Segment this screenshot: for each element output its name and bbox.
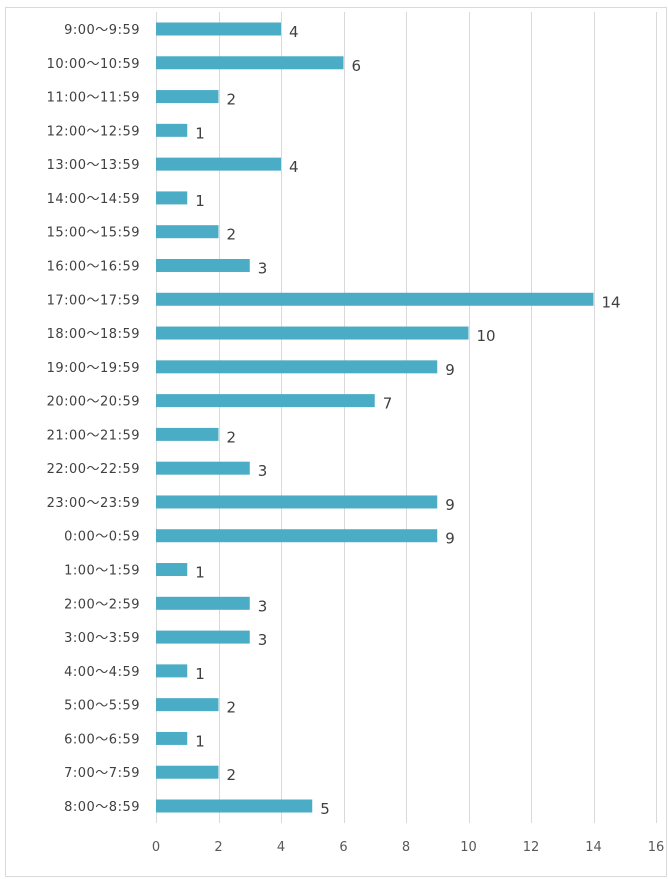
x-tick-label: 10 xyxy=(460,840,477,855)
x-tick-label: 0 xyxy=(152,840,160,855)
data-label: 7 xyxy=(383,395,393,413)
category-label: 16:00〜16:59 xyxy=(47,259,140,274)
bar xyxy=(156,596,250,610)
category-label: 20:00〜20:59 xyxy=(47,395,140,410)
bar xyxy=(156,799,313,813)
category-label: 18:00〜18:59 xyxy=(47,327,140,342)
x-tick-label: 4 xyxy=(277,840,285,855)
bar xyxy=(156,292,594,306)
data-label: 1 xyxy=(195,192,205,210)
data-label: 3 xyxy=(258,462,268,480)
data-label: 5 xyxy=(320,800,330,818)
category-label: 10:00〜10:59 xyxy=(47,57,140,72)
bar xyxy=(156,731,188,745)
data-label: 10 xyxy=(477,327,496,345)
data-label: 4 xyxy=(289,23,299,41)
data-label: 3 xyxy=(258,631,268,649)
x-tick-label: 8 xyxy=(402,840,410,855)
bar xyxy=(156,630,250,644)
data-label: 1 xyxy=(195,665,205,683)
chart-frame xyxy=(5,7,667,877)
data-label: 2 xyxy=(227,766,237,784)
category-label: 11:00〜11:59 xyxy=(47,91,140,106)
data-label: 1 xyxy=(195,124,205,142)
bar xyxy=(156,394,375,408)
x-tick-label: 12 xyxy=(523,840,540,855)
data-label: 1 xyxy=(195,732,205,750)
category-label: 8:00〜8:59 xyxy=(64,800,140,815)
category-label: 12:00〜12:59 xyxy=(47,124,140,139)
category-label: 23:00〜23:59 xyxy=(47,496,140,511)
data-label: 2 xyxy=(227,428,237,446)
data-label: 9 xyxy=(445,361,455,379)
bar xyxy=(156,698,219,712)
bar xyxy=(156,123,188,137)
data-label: 2 xyxy=(227,699,237,717)
data-label: 4 xyxy=(289,158,299,176)
category-label: 4:00〜4:59 xyxy=(64,665,140,680)
bars xyxy=(156,22,594,813)
bar xyxy=(156,225,219,239)
x-axis-ticks: 0 2 4 6 8 10 12 14 16 xyxy=(152,840,664,855)
x-tick-label: 14 xyxy=(585,840,602,855)
data-label: 9 xyxy=(445,530,455,548)
data-label: 3 xyxy=(258,259,268,277)
data-label: 2 xyxy=(227,226,237,244)
bar xyxy=(156,495,438,509)
bar xyxy=(156,22,281,36)
bar xyxy=(156,157,281,171)
bar xyxy=(156,529,438,543)
category-label: 6:00〜6:59 xyxy=(64,732,140,747)
data-label: 2 xyxy=(227,91,237,109)
category-label: 15:00〜15:59 xyxy=(47,226,140,241)
gridlines xyxy=(156,12,657,823)
x-tick-label: 2 xyxy=(214,840,222,855)
data-label: 6 xyxy=(352,57,362,75)
bar xyxy=(156,326,469,340)
category-label: 5:00〜5:59 xyxy=(64,699,140,714)
category-label: 0:00〜0:59 xyxy=(64,530,140,545)
category-label: 14:00〜14:59 xyxy=(47,192,140,207)
bar xyxy=(156,90,219,104)
bar xyxy=(156,427,219,441)
data-label: 9 xyxy=(445,496,455,514)
category-labels: 9:00〜9:59 10:00〜10:59 11:00〜11:59 12:00〜12:… xyxy=(47,23,140,815)
bar xyxy=(156,360,438,374)
category-label: 2:00〜2:59 xyxy=(64,597,140,612)
bar xyxy=(156,765,219,779)
x-tick-label: 16 xyxy=(648,840,665,855)
category-label: 21:00〜21:59 xyxy=(47,428,140,443)
data-label: 1 xyxy=(195,564,205,582)
category-label: 22:00〜22:59 xyxy=(47,462,140,477)
bar xyxy=(156,563,188,577)
bar xyxy=(156,191,188,205)
category-label: 9:00〜9:59 xyxy=(64,23,140,38)
bar xyxy=(156,56,344,70)
category-label: 19:00〜19:59 xyxy=(47,361,140,376)
category-label: 13:00〜13:59 xyxy=(47,158,140,173)
bar xyxy=(156,461,250,475)
category-label: 17:00〜17:59 xyxy=(47,293,140,308)
category-label: 1:00〜1:59 xyxy=(64,564,140,579)
data-label: 14 xyxy=(602,293,621,311)
category-label: 7:00〜7:59 xyxy=(64,766,140,781)
bar xyxy=(156,664,188,678)
category-label: 3:00〜3:59 xyxy=(64,631,140,646)
bar xyxy=(156,258,250,272)
x-tick-label: 6 xyxy=(339,840,347,855)
data-label: 3 xyxy=(258,597,268,615)
